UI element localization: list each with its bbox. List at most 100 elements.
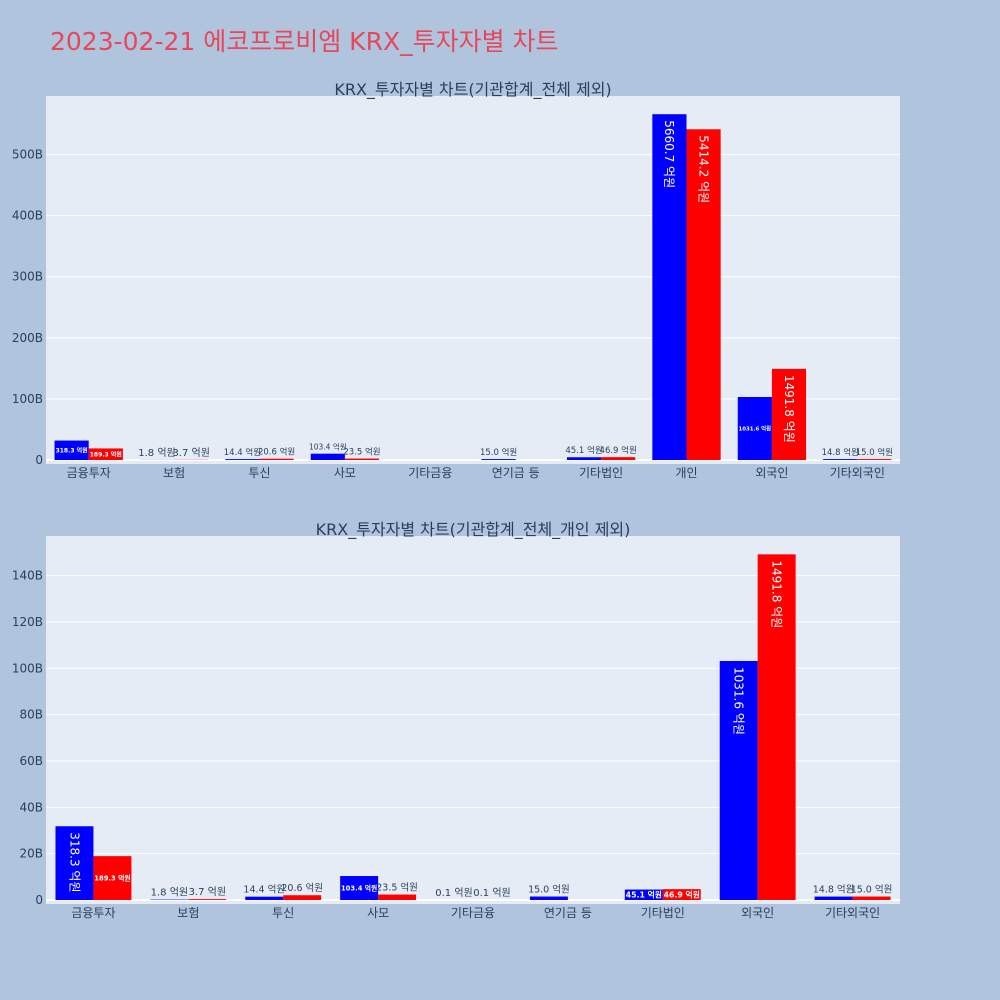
y-tick-label: 100B <box>12 392 43 406</box>
x-tick-label: 투신 <box>272 906 294 920</box>
data-label: 1491.8 억원 <box>769 560 783 628</box>
data-label: 5414.2 억원 <box>696 135 710 203</box>
chart-title: KRX_투자자별 차트(기관합계_전체 제외) <box>334 80 611 100</box>
bar <box>757 554 796 900</box>
bar <box>340 876 379 900</box>
data-label: 189.3 억원 <box>90 450 122 458</box>
bar <box>283 895 322 900</box>
bar <box>566 457 602 460</box>
x-tick-label: 기타법인 <box>579 466 623 480</box>
page-title: 2023-02-21 에코프로비엠 KRX_투자자별 차트 <box>50 27 559 56</box>
y-tick-label: 300B <box>12 270 43 284</box>
y-tick-label: 120B <box>12 615 43 629</box>
bar <box>529 896 568 900</box>
bar <box>481 459 516 460</box>
bar <box>54 440 89 460</box>
x-tick-label: 기타외국인 <box>825 906 880 920</box>
bar <box>310 453 345 460</box>
bar <box>737 396 772 460</box>
y-tick-label: 80B <box>19 708 43 722</box>
data-label: 15.0 억원 <box>856 447 893 458</box>
x-tick-label: 연기금 등 <box>544 906 592 920</box>
data-label: 1.8 억원 <box>151 887 188 899</box>
data-label: 3.7 억원 <box>189 886 226 898</box>
x-tick-label: 사모 <box>367 906 389 920</box>
x-tick-label: 사모 <box>334 466 356 480</box>
bar <box>624 889 663 900</box>
data-label: 5660.7 억원 <box>662 120 676 188</box>
data-label: 15.0 억원 <box>480 447 517 458</box>
bar <box>823 459 858 460</box>
data-label: 20.6 억원 <box>281 882 323 894</box>
y-tick-label: 400B <box>12 209 43 223</box>
y-tick-label: 200B <box>12 331 43 345</box>
x-tick-label: 외국인 <box>755 466 788 480</box>
data-label: 14.4 억원 <box>224 447 261 458</box>
data-label: 1031.6 억원 <box>731 667 745 735</box>
data-label: 14.4 억원 <box>243 884 285 896</box>
bar <box>601 457 636 460</box>
bar <box>245 896 284 900</box>
chart-panel-1: 0 100B 200B 300B 400B 500B KRX_투자자별 차트(기관합계_전체… <box>12 80 900 480</box>
data-label: 45.1 억원 <box>565 445 602 456</box>
data-label: 23.5 억원 <box>376 882 418 894</box>
x-tick-label: 개인 <box>675 466 697 480</box>
x-tick-label: 기타외국인 <box>830 466 885 480</box>
data-label: 189.3 억원 <box>94 873 130 882</box>
x-tick-label: 투신 <box>248 466 270 480</box>
data-label: 15.0 억원 <box>528 884 570 896</box>
data-label: 20.6 억원 <box>258 447 295 458</box>
data-label: 46.9 억원 <box>600 445 637 456</box>
x-tick-label: 연기금 등 <box>492 466 540 480</box>
x-tick-label: 외국인 <box>741 906 774 920</box>
y-tick-label: 500B <box>12 148 43 162</box>
bar <box>662 889 701 900</box>
bar <box>88 448 123 460</box>
bar <box>55 826 94 900</box>
data-label: 14.8 억원 <box>822 447 859 458</box>
y-tick-label: 140B <box>12 569 43 583</box>
data-label: 0.1 억원 <box>435 887 472 899</box>
chart-panel-2: 0 20B 40B 60B 80B 100B 120B 140B KRX_투자자별 차트(기관합… <box>12 520 900 920</box>
bar <box>686 129 721 460</box>
bar <box>852 896 891 900</box>
bar <box>719 660 758 900</box>
bar <box>652 114 687 461</box>
bar <box>771 368 807 460</box>
bar <box>225 459 260 460</box>
y-tick-label: 100B <box>12 661 43 675</box>
data-label: 1491.8 억원 <box>782 375 796 443</box>
bar <box>857 459 892 460</box>
data-label: 103.4 억원 <box>309 443 347 452</box>
y-tick-label: 0 <box>35 453 43 467</box>
y-tick-label: 60B <box>19 754 43 768</box>
data-label: 23.5 억원 <box>343 447 380 458</box>
y-tick-label: 40B <box>19 800 43 814</box>
bar <box>93 856 132 900</box>
data-label: 46.9 억원 <box>664 889 700 899</box>
x-tick-label: 금융투자 <box>67 466 111 480</box>
data-label: 1.8 억원 <box>138 447 175 459</box>
y-tick-label: 20B <box>19 847 43 861</box>
data-label: 3.7 억원 <box>172 447 209 459</box>
chart-title: KRX_투자자별 차트(기관합계_전체_개인 제외) <box>316 520 631 540</box>
data-label: 15.0 억원 <box>851 884 893 896</box>
x-tick-label: 기타금융 <box>408 466 452 480</box>
bar <box>378 894 417 900</box>
data-label: 318.3 억원 <box>67 832 81 892</box>
bar <box>344 458 380 460</box>
data-label: 318.3 억원 <box>56 446 88 454</box>
x-tick-label: 기타금융 <box>451 906 495 920</box>
x-tick-label: 기타법인 <box>641 906 685 920</box>
x-tick-label: 보험 <box>163 466 185 480</box>
x-tick-label: 금융투자 <box>71 906 115 920</box>
bar <box>814 896 853 900</box>
data-label: 103.4 억원 <box>341 883 377 892</box>
data-label: 14.8 억원 <box>813 884 855 896</box>
data-label: 1031.6 억원 <box>739 424 772 432</box>
x-tick-label: 보험 <box>177 906 199 920</box>
data-label: 0.1 억원 <box>473 887 510 899</box>
bar <box>188 899 227 900</box>
bar <box>259 458 294 460</box>
